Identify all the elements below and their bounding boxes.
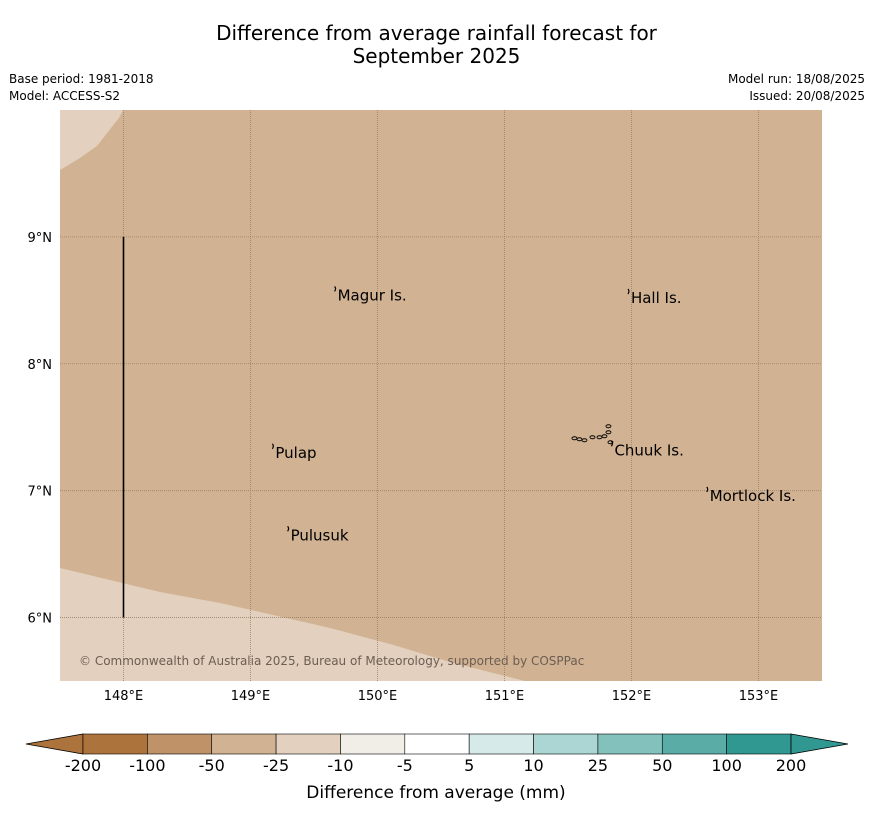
lat-tick-label: 6°N: [28, 612, 53, 627]
lon-tick-label: 152°E: [612, 689, 652, 704]
map-area: Magur Is. Hall Is. Pulap Chuuk Is. Mortlock …: [60, 110, 822, 681]
place-label: Pulusuk: [291, 526, 349, 544]
place-labels: Magur Is. Hall Is. Pulap Chuuk Is. Mortlock …: [275, 286, 796, 544]
place-label: Pulap: [275, 444, 316, 462]
colorbar-tick-label: 5: [464, 756, 474, 775]
colorbar-tick-label: 100: [711, 756, 742, 775]
light-region-southwest: [60, 568, 525, 681]
meta-left: Base period: 1981-2018 Model: ACCESS-S2: [9, 71, 154, 105]
colorbar-segment: [533, 733, 599, 755]
meta-right: Model run: 18/08/2025 Issued: 20/08/2025: [728, 71, 865, 105]
title-line-1: Difference from average rainfall forecas…: [216, 21, 657, 45]
place-label: Magur Is.: [338, 286, 407, 304]
copyright-text: © Commonwealth of Australia 2025, Bureau…: [79, 654, 584, 668]
colorbar-segment: [82, 733, 148, 755]
colorbar-label: Difference from average (mm): [306, 783, 565, 803]
issued-date: Issued: 20/08/2025: [749, 89, 865, 103]
lon-tick-label: 150°E: [358, 689, 398, 704]
colorbar-segment: [340, 733, 406, 755]
lon-tick-label: 151°E: [485, 689, 525, 704]
place-label: Mortlock Is.: [710, 487, 796, 505]
colorbar-segment: [147, 733, 213, 755]
axis-tick-labels: 148°E 149°E 150°E 151°E 152°E 153°E 9°N 8°N 7°N 6…: [28, 231, 779, 704]
colorbar-tick-label: -25: [263, 756, 289, 775]
map-background: [60, 110, 822, 681]
island-mark: [627, 288, 630, 295]
place-label: Chuuk Is.: [614, 441, 683, 459]
colorbar-tick-label: 200: [776, 756, 807, 775]
colorbar-tick-label: -10: [327, 756, 353, 775]
colorbar-tick-label: 10: [523, 756, 543, 775]
colorbar-tick-label: 50: [652, 756, 672, 775]
island-mark: [706, 486, 709, 493]
colorbar-extend-high: [790, 733, 849, 755]
colorbar-segment: [404, 733, 470, 755]
chuuk-islet: [589, 435, 596, 440]
chuuk-islet: [605, 424, 612, 429]
place-label: Hall Is.: [631, 289, 682, 307]
colorbar-tick-label: -5: [397, 756, 413, 775]
map-title: Difference from average rainfall forecas…: [0, 22, 873, 68]
colorbar-extend-low: [25, 733, 84, 755]
chuuk-islet: [601, 434, 608, 439]
colorbar: -200 -100 -50 -25 -10 -5 5 10 25 50 100 200: [25, 733, 849, 775]
colorbar-tick-label: -200: [65, 756, 101, 775]
colorbar-tick-label: -50: [199, 756, 225, 775]
chuuk-islet: [581, 438, 588, 443]
colorbar-segment: [275, 733, 341, 755]
gridlines: [60, 110, 822, 681]
base-period: Base period: 1981-2018: [9, 72, 154, 86]
island-mark: [334, 286, 337, 292]
colorbar-segment: [211, 733, 277, 755]
lon-tick-label: 149°E: [231, 689, 271, 704]
lat-tick-label: 8°N: [28, 358, 53, 373]
light-region-northwest: [60, 110, 123, 170]
colorbar-segment: [468, 733, 534, 755]
island-mark: [287, 525, 290, 532]
colorbar-segment: [597, 733, 663, 755]
island-mark: [271, 443, 274, 450]
colorbar-tick-label: 25: [588, 756, 608, 775]
island-outlines: [271, 286, 709, 532]
colorbar-segment: [726, 733, 792, 755]
lon-tick-label: 153°E: [739, 689, 779, 704]
chuuk-islet: [607, 440, 614, 445]
lon-tick-label: 148°E: [104, 689, 144, 704]
model-run: Model run: 18/08/2025: [727, 72, 865, 86]
title-line-2: September 2025: [352, 44, 521, 68]
model-name: Model: ACCESS-S2: [9, 89, 121, 103]
lat-tick-label: 9°N: [28, 231, 53, 246]
chuuk-islet: [605, 430, 612, 435]
colorbar-segment: [661, 733, 727, 755]
lat-tick-label: 7°N: [28, 485, 53, 500]
colorbar-tick-label: -100: [129, 756, 165, 775]
